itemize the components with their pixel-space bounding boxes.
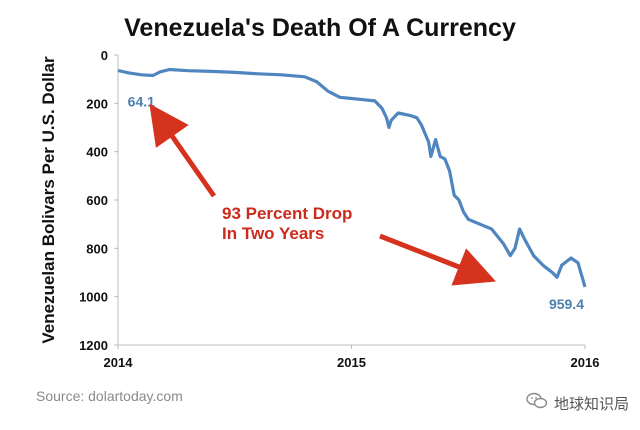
source-note: Source: dolartoday.com — [36, 388, 183, 404]
wechat-icon — [526, 392, 548, 415]
chart-title: Venezuela's Death Of A Currency — [124, 14, 516, 42]
annotation-text-line: In Two Years — [222, 224, 324, 243]
annotation-text-line: 93 Percent Drop — [222, 204, 352, 223]
watermark: 地球知识局 — [526, 392, 629, 415]
data-label-start: 64.1 — [128, 93, 155, 109]
x-tick-label: 2015 — [337, 355, 366, 370]
watermark-label: 地球知识局 — [554, 395, 630, 413]
annotation-arrow-up — [149, 103, 217, 198]
y-tick-label: 1200 — [79, 338, 108, 353]
y-tick-label: 800 — [86, 241, 108, 256]
annotation-arrow-down — [379, 233, 496, 286]
series-line — [117, 67, 587, 288]
x-tick-label: 2016 — [571, 355, 600, 370]
y-tick-label: 0 — [101, 48, 108, 63]
data-label-end: 959.4 — [549, 296, 584, 312]
x-tick-label: 2014 — [104, 355, 134, 370]
y-tick-label: 200 — [86, 96, 108, 111]
y-tick-label: 600 — [86, 193, 108, 208]
y-tick-label: 1000 — [79, 290, 108, 305]
y-tick-label: 400 — [86, 145, 108, 160]
